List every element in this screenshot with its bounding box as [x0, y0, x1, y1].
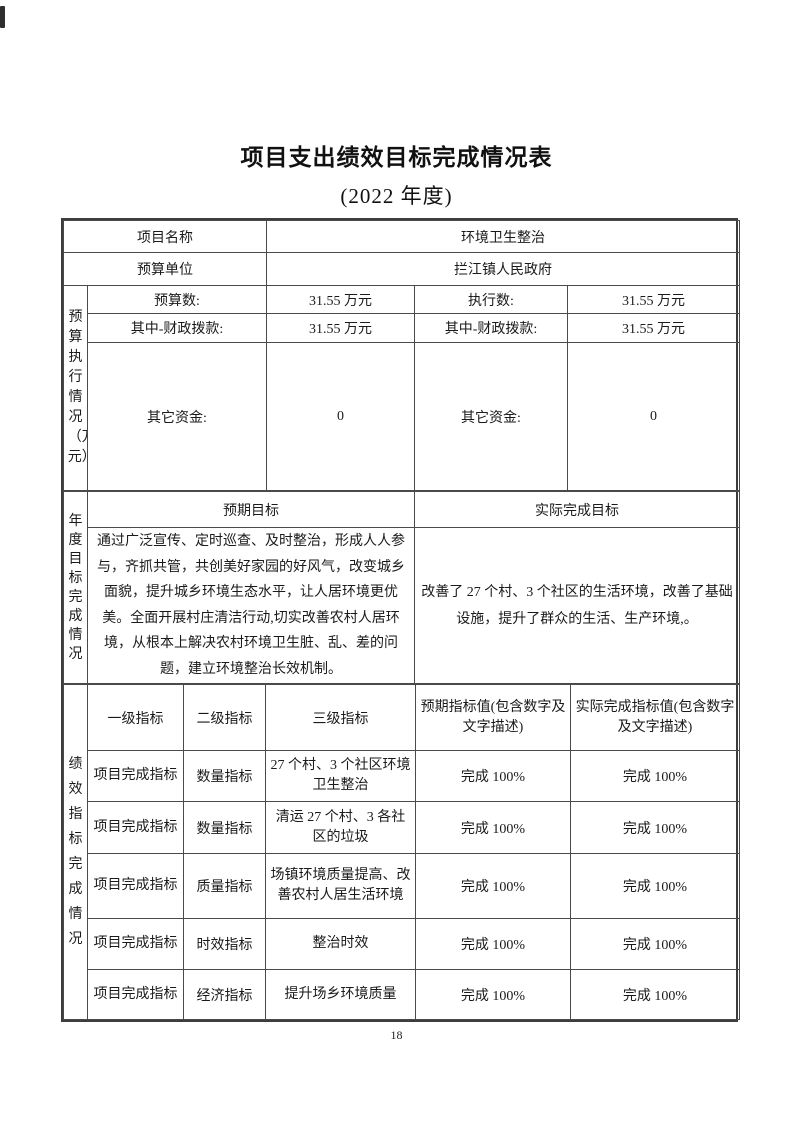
budget-label: 执行数:: [414, 285, 568, 314]
project-name-label: 项目名称: [63, 220, 267, 253]
perf-row: 项目完成指标 质量指标 场镇环境质量提高、改善农村人居生活环境 完成 100% …: [64, 853, 740, 919]
budget-label: 其中-财政拨款:: [87, 313, 267, 343]
perf-actual: 完成 100%: [570, 801, 740, 854]
table-row: 绩效指标完成情况 一级指标 二级指标 三级指标 预期指标值(包含数字及文字描述)…: [63, 684, 740, 1020]
scan-artifact: [0, 6, 5, 28]
perf-level2: 数量指标: [183, 750, 266, 802]
budget-value: 0: [266, 342, 415, 491]
perf-actual: 完成 100%: [570, 969, 740, 1020]
header-level2: 二级指标: [183, 684, 266, 751]
table-row: 预算执行情况（万元） 预算数: 31.55 万元 执行数: 31.55 万元: [63, 285, 741, 491]
expected-goal-header: 预期目标: [87, 491, 415, 528]
perf-level2: 经济指标: [183, 969, 266, 1020]
budget-section-table: 项目名称 环境卫生整治 预算单位 拦江镇人民政府 预算执行情况（万元） 预算数:…: [63, 220, 741, 491]
perf-expected: 完成 100%: [415, 853, 571, 919]
table-row: 其它资金: 0 其它资金: 0: [64, 342, 741, 491]
header-actual: 实际完成指标值(包含数字及文字描述): [570, 684, 740, 751]
budget-unit-label: 预算单位: [63, 252, 267, 286]
performance-report-table: 项目名称 环境卫生整治 预算单位 拦江镇人民政府 预算执行情况（万元） 预算数:…: [61, 218, 741, 1022]
perf-row: 项目完成指标 时效指标 整治时效 完成 100% 完成 100%: [64, 918, 740, 970]
actual-goal-header: 实际完成目标: [414, 491, 740, 528]
perf-level1: 项目完成指标: [87, 853, 184, 919]
table-row: 其中-财政拨款: 31.55 万元 其中-财政拨款: 31.55 万元: [64, 313, 741, 343]
perf-expected: 完成 100%: [415, 918, 571, 970]
header-level1: 一级指标: [87, 684, 184, 751]
perf-level2: 质量指标: [183, 853, 266, 919]
performance-indicators-table: 绩效指标完成情况 一级指标 二级指标 三级指标 预期指标值(包含数字及文字描述)…: [63, 684, 740, 1020]
budget-label: 其它资金:: [87, 342, 267, 491]
perf-level1: 项目完成指标: [87, 750, 184, 802]
budget-value: 31.55 万元: [266, 313, 415, 343]
perf-level3: 清运 27 个村、3 各社区的垃圾: [265, 801, 416, 854]
budget-label: 预算数:: [87, 285, 267, 314]
perf-level2: 时效指标: [183, 918, 266, 970]
page-number: 18: [390, 1028, 403, 1042]
perf-actual: 完成 100%: [570, 853, 740, 919]
perf-level3: 场镇环境质量提高、改善农村人居生活环境: [265, 853, 416, 919]
perf-expected: 完成 100%: [415, 801, 571, 854]
header-level3: 三级指标: [265, 684, 416, 751]
perf-level3: 提升场乡环境质量: [265, 969, 416, 1020]
budget-section-label: 预算执行情况（万元）: [63, 285, 88, 491]
budget-label: 其中-财政拨款:: [414, 313, 568, 343]
page-subtitle: (2022 年度): [340, 184, 453, 208]
perf-level1: 项目完成指标: [87, 969, 184, 1020]
budget-value: 31.55 万元: [566, 313, 741, 343]
performance-section-label: 绩效指标完成情况: [63, 684, 88, 1020]
header-expected: 预期指标值(包含数字及文字描述): [415, 684, 571, 751]
perf-row: 项目完成指标 数量指标 清运 27 个村、3 各社区的垃圾 完成 100% 完成…: [64, 801, 740, 854]
expected-goal-text: 通过广泛宣传、定时巡查、及时整治，形成人人参与，齐抓共管，共创美好家园的好风气，…: [87, 527, 415, 684]
perf-expected: 完成 100%: [415, 750, 571, 802]
perf-row: 项目完成指标 经济指标 提升场乡环境质量 完成 100% 完成 100%: [64, 969, 740, 1020]
table-row: 项目名称 环境卫生整治: [63, 220, 741, 253]
perf-level3: 27 个村、3 个社区环境卫生整治: [265, 750, 416, 802]
annual-goals-section-label: 年度目标完成情况: [63, 491, 88, 684]
perf-actual: 完成 100%: [570, 918, 740, 970]
perf-row: 项目完成指标 数量指标 27 个村、3 个社区环境卫生整治 完成 100% 完成…: [64, 750, 740, 802]
perf-level2: 数量指标: [183, 801, 266, 854]
perf-level3: 整治时效: [265, 918, 416, 970]
budget-label: 其它资金:: [414, 342, 568, 491]
annual-goals-table: 年度目标完成情况 预期目标 实际完成目标 通过广泛宣传、定时巡查、及时整治，形成…: [63, 491, 740, 684]
table-row: 通过广泛宣传、定时巡查、及时整治，形成人人参与，齐抓共管，共创美好家园的好风气，…: [64, 527, 740, 684]
perf-level1: 项目完成指标: [87, 801, 184, 854]
perf-expected: 完成 100%: [415, 969, 571, 1020]
table-row: 预算单位 拦江镇人民政府: [63, 252, 741, 286]
page-title: 项目支出绩效目标完成情况表: [240, 144, 553, 170]
perf-actual: 完成 100%: [570, 750, 740, 802]
budget-value: 31.55 万元: [566, 285, 741, 314]
budget-unit-value: 拦江镇人民政府: [265, 252, 741, 286]
table-row: 年度目标完成情况 预期目标 实际完成目标: [63, 491, 740, 684]
project-name-value: 环境卫生整治: [265, 220, 741, 253]
actual-goal-text: 改善了 27 个村、3 个社区的生活环境，改善了基础设施，提升了群众的生活、生产…: [414, 527, 740, 684]
budget-value: 31.55 万元: [266, 285, 415, 314]
perf-level1: 项目完成指标: [87, 918, 184, 970]
budget-value: 0: [566, 342, 741, 491]
